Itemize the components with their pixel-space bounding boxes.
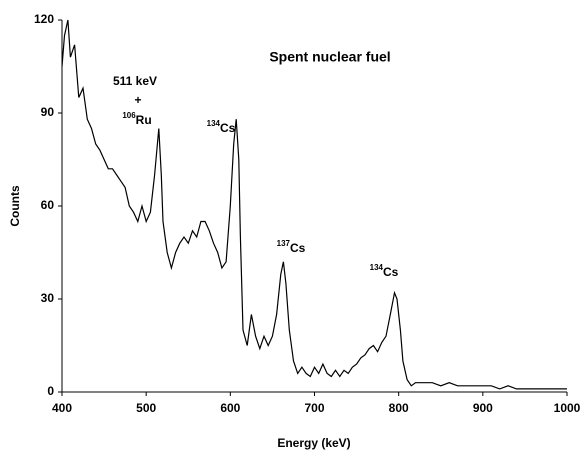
annotation: 137Cs: [277, 239, 306, 255]
y-tick-label: 120: [34, 12, 54, 26]
annotation-superscript: 134: [207, 119, 221, 128]
annotation-superscript: 106: [122, 111, 136, 120]
y-tick-label: 60: [41, 198, 55, 212]
annotation-text: Ru: [136, 113, 152, 127]
x-tick-label: 700: [304, 401, 324, 415]
x-tick-label: 900: [473, 401, 493, 415]
x-axis-label: Energy (keV): [277, 436, 350, 450]
annotation-text: Cs: [220, 121, 236, 135]
annotation-text: Cs: [383, 265, 399, 279]
x-tick-label: 1000: [554, 401, 581, 415]
x-tick-label: 500: [136, 401, 156, 415]
annotation-superscript: 137: [277, 239, 291, 248]
annotation: 134Cs: [370, 263, 399, 279]
x-tick-label: 600: [220, 401, 240, 415]
annotation: 511 keV: [113, 74, 157, 88]
y-tick-label: 90: [41, 105, 55, 119]
annotation-text: Cs: [290, 241, 306, 255]
annotation-superscript: 134: [370, 263, 384, 272]
annotation: 106Ru: [122, 111, 151, 127]
y-axis-label: Counts: [8, 185, 22, 227]
y-tick-label: 30: [41, 291, 55, 305]
x-tick-label: 800: [389, 401, 409, 415]
annotation: +: [134, 93, 141, 107]
annotation: Spent nuclear fuel: [269, 49, 390, 65]
spectrum-line: [61, 19, 567, 390]
annotation: 134Cs: [207, 119, 236, 135]
y-tick-label: 0: [47, 384, 54, 398]
x-tick-label: 400: [52, 401, 72, 415]
